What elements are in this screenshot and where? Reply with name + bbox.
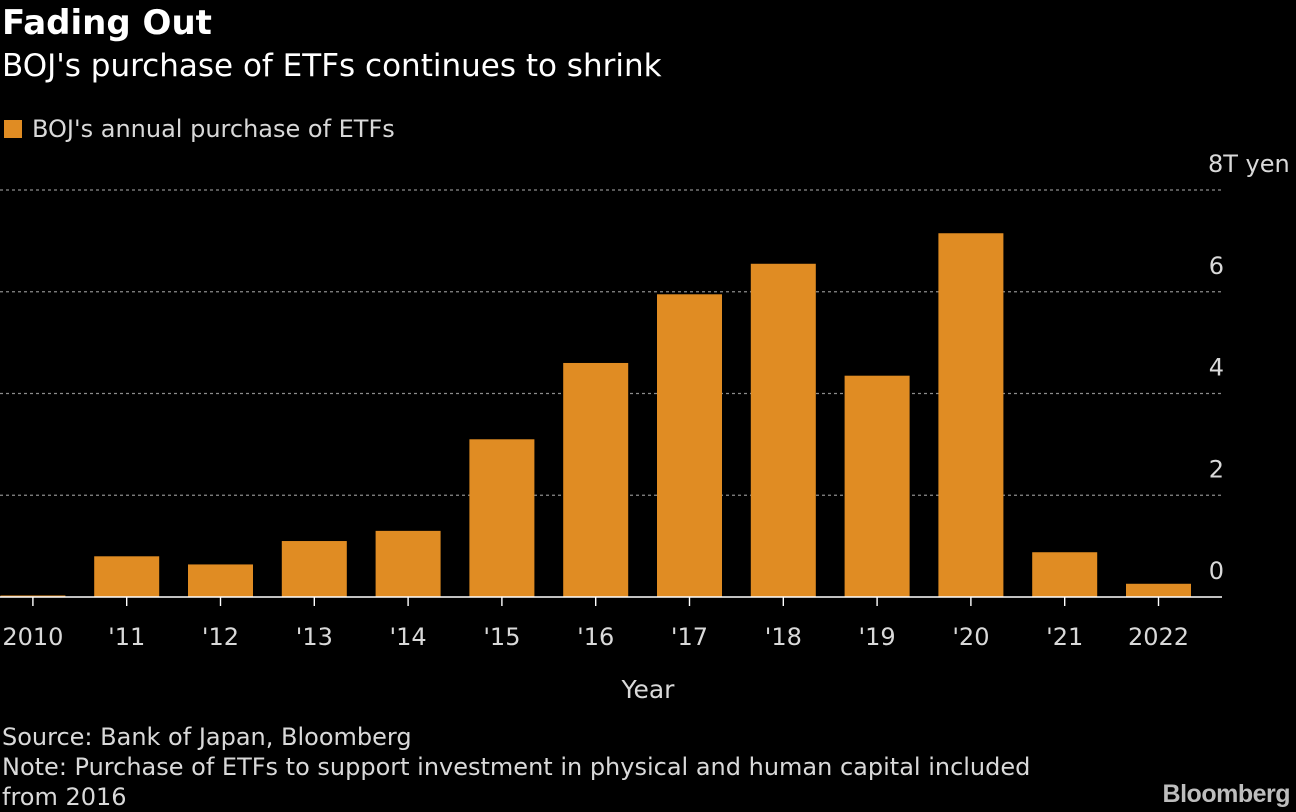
- bar-12: [1126, 583, 1191, 597]
- bar-7: [657, 294, 722, 597]
- footnote-line-2: from 2016: [2, 783, 127, 811]
- x-tick-label: 2010: [2, 623, 63, 651]
- chart-subtitle: BOJ's purchase of ETFs continues to shri…: [2, 48, 662, 84]
- bars: [0, 233, 1191, 597]
- source-note: Source: Bank of Japan, Bloomberg: [2, 723, 412, 751]
- x-tick-label: '11: [108, 623, 145, 651]
- x-tick-label: '14: [390, 623, 427, 651]
- bar-9: [844, 375, 910, 597]
- footnote-line-1: Note: Purchase of ETFs to support invest…: [2, 753, 1031, 781]
- bar-6: [563, 362, 629, 597]
- bar-4: [375, 530, 441, 597]
- footer: Source: Bank of Japan, Bloomberg Note: P…: [2, 722, 1030, 812]
- x-tick-label: 2022: [1128, 623, 1189, 651]
- bloomberg-logo: Bloomberg: [1162, 780, 1291, 808]
- x-tick-label: '12: [202, 623, 239, 651]
- bar-1: [94, 556, 160, 597]
- bar-chart: 0 2 4 6 8T yen 2010 '11 '12 '13 '14 '15 '16 '17 '18 '1…: [0, 150, 1290, 704]
- axes: 0 2 4 6 8T yen 2010 '11 '12 '13 '14 '15 '16 '17 '18 '1…: [0, 150, 1290, 704]
- y-tick-label: 2: [1209, 455, 1224, 483]
- bar-10: [938, 233, 1004, 597]
- y-tick-label: 8T yen: [1208, 150, 1290, 178]
- bar-3: [281, 541, 347, 597]
- chart-title: Fading Out: [2, 3, 212, 43]
- bar-5: [469, 439, 535, 597]
- x-tick-label: '19: [859, 623, 896, 651]
- x-tick-label: '18: [765, 623, 802, 651]
- y-tick-label: 0: [1209, 557, 1224, 585]
- x-axis-title: Year: [621, 675, 676, 704]
- x-tick-label: '17: [671, 623, 708, 651]
- y-tick-label: 4: [1209, 354, 1224, 382]
- bar-11: [1032, 552, 1098, 597]
- legend: BOJ's annual purchase of ETFs: [4, 113, 395, 145]
- x-tick-label: '13: [296, 623, 333, 651]
- x-tick-label: '16: [577, 623, 614, 651]
- bar-8: [750, 263, 816, 597]
- x-tick-label: '15: [483, 623, 520, 651]
- x-tick-label: '21: [1046, 623, 1083, 651]
- legend-swatch: [4, 120, 22, 138]
- y-tick-label: 6: [1209, 252, 1224, 280]
- bar-2: [188, 564, 253, 597]
- legend-label: BOJ's annual purchase of ETFs: [32, 115, 395, 143]
- x-tick-label: '20: [952, 623, 989, 651]
